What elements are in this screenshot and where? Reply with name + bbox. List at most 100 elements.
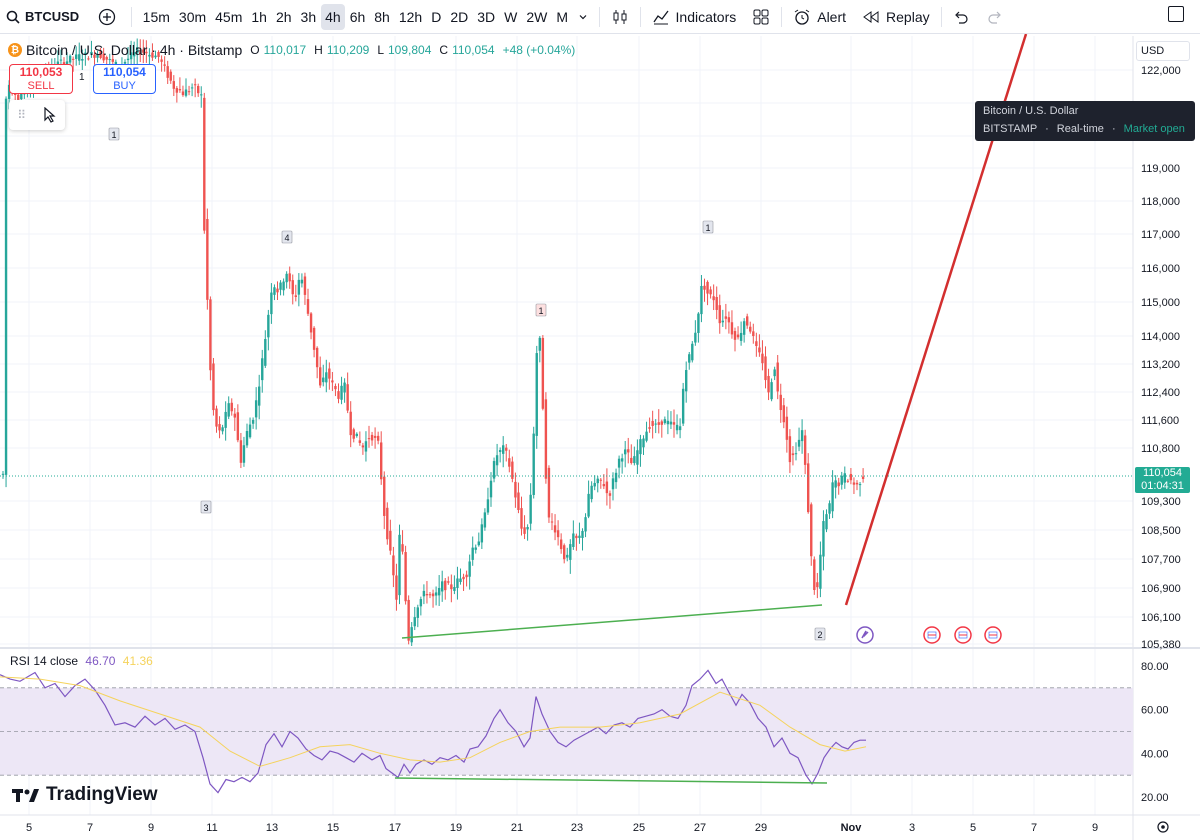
timeframe-1h[interactable]: 1h: [251, 8, 267, 25]
settings-gear-center-icon[interactable]: [1161, 825, 1165, 829]
currency-selector[interactable]: USD: [1136, 41, 1190, 61]
wave-label-box: [702, 220, 714, 234]
time-axis-label: 13: [266, 822, 278, 834]
candle-body: [822, 521, 825, 557]
candle-body: [59, 59, 63, 61]
time-axis-label: 11: [206, 822, 217, 834]
timeframe-dropdown[interactable]: [573, 4, 593, 30]
symbol-search[interactable]: BTCUSD: [0, 9, 87, 24]
candle-body: [785, 416, 789, 440]
price-axis-label: 122,000: [1141, 65, 1181, 77]
candle-body: [703, 285, 706, 290]
price-axis-label: 106,900: [1141, 583, 1181, 595]
candle-body: [20, 93, 23, 100]
timeframe-4h[interactable]: 4h: [320, 3, 346, 30]
candle-body: [672, 422, 676, 425]
candle-body: [776, 362, 779, 392]
wave-label-box: [814, 627, 826, 641]
wave-label: 1: [705, 223, 710, 233]
settings-gear-icon[interactable]: [1157, 821, 1169, 833]
candle-body: [816, 582, 819, 588]
timeframe-2W[interactable]: 2W: [526, 8, 548, 25]
timeframe-12h[interactable]: 12h: [398, 8, 423, 25]
candle-body: [331, 380, 334, 383]
time-axis-label: 9: [1092, 822, 1098, 834]
candle-body: [459, 578, 462, 583]
candle-body: [468, 561, 471, 577]
open-value: 110,017: [263, 43, 307, 57]
cursor-arrow-icon[interactable]: [43, 107, 57, 123]
drag-handle-icon[interactable]: ⠿: [17, 108, 27, 122]
candle-body: [126, 58, 130, 61]
candle-body: [761, 353, 764, 364]
undo-button[interactable]: [948, 4, 974, 30]
chart-type-button[interactable]: [606, 4, 634, 30]
buy-button[interactable]: 110,054 BUY: [93, 64, 156, 94]
time-axis-label: 21: [511, 822, 523, 834]
candle-body: [264, 339, 267, 366]
rsi-axis-label: 20.00: [1141, 792, 1169, 804]
candle-body: [68, 55, 72, 63]
timeframe-6h[interactable]: 6h: [349, 8, 366, 25]
redo-button[interactable]: [982, 4, 1008, 30]
fullscreen-icon[interactable]: [1168, 6, 1184, 22]
candle-body: [294, 295, 297, 297]
candle-body: [419, 599, 423, 607]
candle-body: [849, 473, 853, 481]
candle-body: [437, 587, 441, 596]
price-axis-label: 118,000: [1141, 196, 1180, 208]
candle-body: [401, 544, 404, 552]
timeframe-30m[interactable]: 30m: [178, 8, 207, 25]
candle-body: [462, 576, 465, 580]
candle-body: [319, 367, 322, 386]
timeframe-W[interactable]: W: [504, 8, 518, 25]
candle-body: [154, 55, 157, 58]
candle-body: [645, 431, 648, 441]
candle-body: [593, 482, 596, 487]
candle-body: [715, 296, 718, 310]
candle-body: [267, 314, 270, 338]
buy-price: 110,054: [103, 65, 146, 80]
chart-canvas[interactable]: 143112122,000119,000118,000117,000116,00…: [0, 34, 1200, 840]
candle-body: [395, 575, 398, 600]
candle-body: [197, 85, 200, 94]
plus-circle-icon: [99, 8, 116, 25]
candle-body: [261, 358, 264, 381]
timeframe-8h[interactable]: 8h: [374, 8, 390, 25]
candle-body: [611, 478, 615, 490]
timeframe-M[interactable]: M: [556, 8, 569, 25]
timeframe-3h[interactable]: 3h: [300, 8, 317, 25]
candle-body: [858, 484, 862, 486]
candle-body: [526, 527, 529, 530]
timeframe-2h[interactable]: 2h: [275, 8, 292, 25]
lightning-icon: [861, 630, 869, 639]
candle-body: [364, 441, 368, 452]
timeframe-2D[interactable]: 2D: [450, 8, 469, 25]
candle-body: [636, 450, 639, 465]
candle-body: [389, 530, 392, 551]
candle-body: [148, 54, 151, 57]
timeframe-3D[interactable]: 3D: [477, 8, 496, 25]
alert-button[interactable]: Alert: [788, 4, 851, 30]
timeframe-15m[interactable]: 15m: [142, 8, 170, 25]
alarm-clock-icon: [794, 9, 810, 25]
drawing-toolbar[interactable]: ⠿: [9, 100, 65, 130]
candle-body: [584, 517, 587, 532]
candle-body: [444, 580, 447, 591]
indicators-button[interactable]: Indicators: [647, 4, 742, 30]
candle-body: [206, 218, 209, 300]
time-axis-label: 27: [694, 822, 706, 834]
top-toolbar: BTCUSD 15m 30m 45m 1h 2h 3h 4h 6h 8h 12h D 2D 3D W 2W M…: [0, 0, 1200, 34]
candle-body: [508, 458, 511, 467]
candle-body: [492, 461, 496, 479]
candle-body: [447, 581, 450, 583]
replay-button[interactable]: Replay: [857, 4, 935, 30]
candle-body: [730, 322, 734, 335]
sell-button[interactable]: 110,053 SELL: [9, 64, 73, 94]
layout-button[interactable]: [747, 4, 775, 30]
timeframe-D[interactable]: D: [431, 8, 442, 25]
candle-body: [532, 433, 535, 495]
candle-body: [602, 484, 606, 487]
timeframe-45m[interactable]: 45m: [215, 8, 243, 25]
compare-add-button[interactable]: [93, 4, 121, 30]
